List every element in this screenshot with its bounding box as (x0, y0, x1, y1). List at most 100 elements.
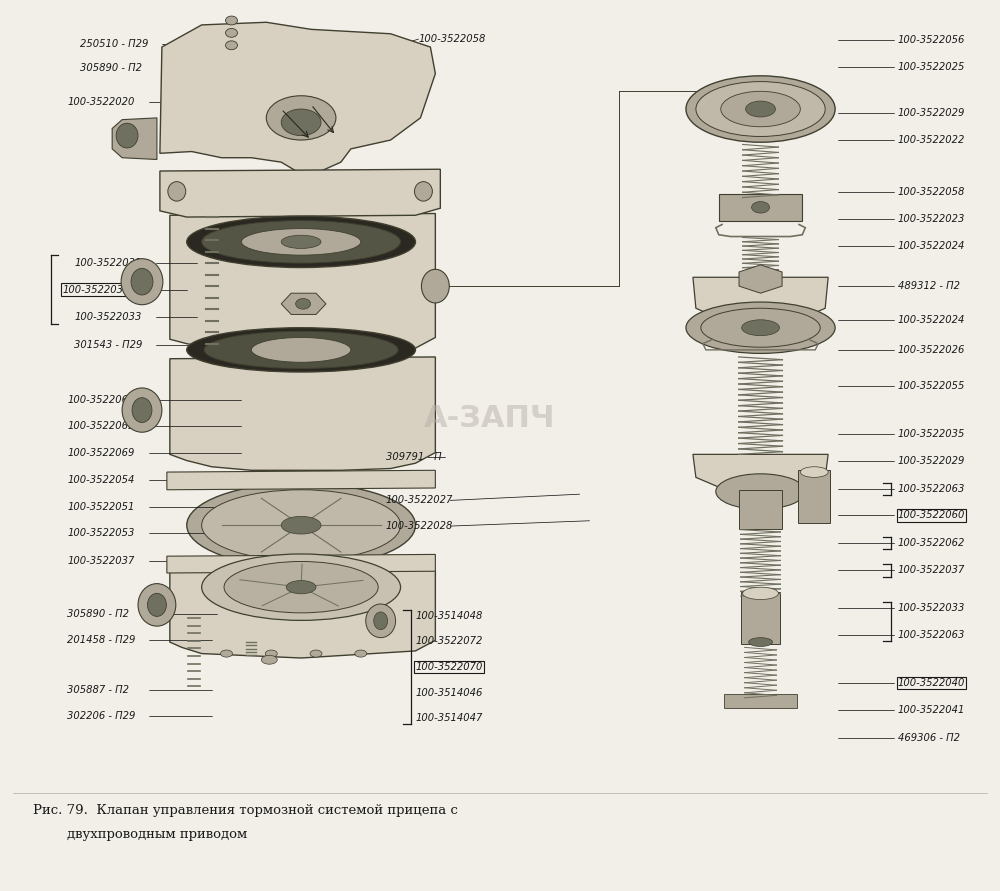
Text: 489312 - П2: 489312 - П2 (898, 282, 960, 291)
Ellipse shape (296, 298, 311, 309)
Ellipse shape (716, 474, 805, 510)
Text: 100-3522026: 100-3522026 (898, 345, 965, 355)
Text: Рис. 79.  Клапан управления тормозной системой прицепа с: Рис. 79. Клапан управления тормозной сис… (33, 804, 457, 817)
Polygon shape (170, 570, 435, 658)
Text: 100-3522053: 100-3522053 (67, 528, 135, 538)
Text: 100-3522020: 100-3522020 (67, 97, 135, 107)
Ellipse shape (355, 650, 367, 658)
Text: 100-3522063: 100-3522063 (898, 630, 965, 640)
Ellipse shape (421, 269, 449, 303)
Polygon shape (167, 470, 435, 490)
Text: 100-3522062: 100-3522062 (898, 538, 965, 548)
Ellipse shape (686, 302, 835, 354)
Ellipse shape (749, 638, 772, 647)
Ellipse shape (226, 16, 237, 25)
Ellipse shape (168, 182, 186, 201)
Text: 301543 - П29: 301543 - П29 (74, 339, 143, 349)
Ellipse shape (187, 483, 415, 568)
Ellipse shape (241, 229, 361, 255)
Text: 100-3522054: 100-3522054 (67, 475, 135, 485)
Ellipse shape (721, 91, 800, 127)
Text: 469306 - П2: 469306 - П2 (898, 732, 960, 743)
Ellipse shape (743, 587, 778, 600)
Text: 201458 - П29: 201458 - П29 (67, 635, 136, 645)
FancyBboxPatch shape (724, 694, 797, 708)
Text: 100-3522063: 100-3522063 (898, 484, 965, 494)
Polygon shape (170, 214, 435, 353)
Text: 100-3522058: 100-3522058 (418, 34, 486, 44)
Text: 100-3522065: 100-3522065 (67, 421, 135, 431)
Text: 100-3522056: 100-3522056 (898, 35, 965, 45)
Polygon shape (693, 454, 828, 487)
Ellipse shape (742, 320, 779, 336)
Text: 100-3522058: 100-3522058 (898, 187, 965, 197)
Text: 100-3514048: 100-3514048 (415, 611, 483, 621)
Text: 100-3522027: 100-3522027 (386, 495, 453, 505)
Text: 100-3522024: 100-3522024 (898, 241, 965, 251)
FancyBboxPatch shape (741, 592, 780, 644)
Ellipse shape (746, 101, 775, 117)
Text: 100-3522024: 100-3522024 (898, 315, 965, 324)
Text: 100-3522031: 100-3522031 (74, 258, 142, 268)
Ellipse shape (261, 656, 277, 664)
Ellipse shape (202, 490, 401, 560)
Ellipse shape (265, 650, 277, 658)
Ellipse shape (204, 331, 398, 369)
Text: 305890 - П2: 305890 - П2 (80, 63, 142, 73)
Text: 100-3522051: 100-3522051 (67, 502, 135, 511)
Text: 100-3522037: 100-3522037 (67, 556, 135, 566)
FancyBboxPatch shape (798, 470, 830, 522)
Text: 100-3522037: 100-3522037 (898, 566, 965, 576)
Text: 100-3522040: 100-3522040 (898, 678, 965, 688)
Polygon shape (160, 169, 440, 217)
Text: 100-3522060: 100-3522060 (898, 511, 965, 520)
Ellipse shape (138, 584, 176, 626)
Ellipse shape (310, 650, 322, 658)
Text: 250510 - П29: 250510 - П29 (80, 39, 149, 49)
Text: 100-3522025: 100-3522025 (898, 61, 965, 71)
Ellipse shape (122, 388, 162, 432)
Ellipse shape (701, 308, 820, 347)
Text: 100-3514047: 100-3514047 (415, 713, 483, 723)
Text: 100-3522022: 100-3522022 (898, 135, 965, 145)
Text: 100-3514046: 100-3514046 (415, 689, 483, 699)
Text: 100-3522041: 100-3522041 (898, 706, 965, 715)
Ellipse shape (281, 517, 321, 534)
Text: А-ЗАПЧ: А-ЗАПЧ (424, 405, 556, 433)
Ellipse shape (374, 612, 388, 630)
Polygon shape (112, 118, 157, 159)
Ellipse shape (131, 268, 153, 295)
Text: 100-3522069: 100-3522069 (67, 447, 135, 458)
Ellipse shape (187, 217, 415, 267)
Text: 100-3522066: 100-3522066 (67, 396, 135, 405)
Ellipse shape (226, 41, 237, 50)
Ellipse shape (202, 221, 401, 263)
Text: 100-3522070: 100-3522070 (415, 662, 483, 672)
Ellipse shape (132, 397, 152, 422)
Text: 305890 - П2: 305890 - П2 (67, 609, 129, 618)
Polygon shape (739, 265, 782, 293)
Ellipse shape (147, 593, 166, 617)
Text: 100-3522072: 100-3522072 (415, 636, 483, 646)
Ellipse shape (226, 29, 237, 37)
FancyBboxPatch shape (719, 194, 802, 221)
Ellipse shape (286, 581, 316, 593)
Ellipse shape (800, 467, 828, 478)
Ellipse shape (366, 604, 396, 638)
Ellipse shape (414, 182, 432, 201)
Polygon shape (693, 277, 828, 317)
Ellipse shape (752, 201, 769, 213)
Ellipse shape (281, 235, 321, 249)
Text: 305887 - П2: 305887 - П2 (67, 685, 129, 695)
Text: 100-3522029: 100-3522029 (898, 108, 965, 118)
Ellipse shape (187, 328, 415, 372)
Text: 100-3522033: 100-3522033 (898, 603, 965, 613)
Ellipse shape (281, 109, 321, 135)
Ellipse shape (696, 82, 825, 136)
Text: 309791 - П: 309791 - П (386, 452, 441, 462)
Text: 100-3522033: 100-3522033 (74, 312, 142, 323)
Ellipse shape (686, 76, 835, 143)
Polygon shape (170, 357, 435, 470)
Text: 100-3522055: 100-3522055 (898, 381, 965, 391)
Ellipse shape (121, 258, 163, 305)
